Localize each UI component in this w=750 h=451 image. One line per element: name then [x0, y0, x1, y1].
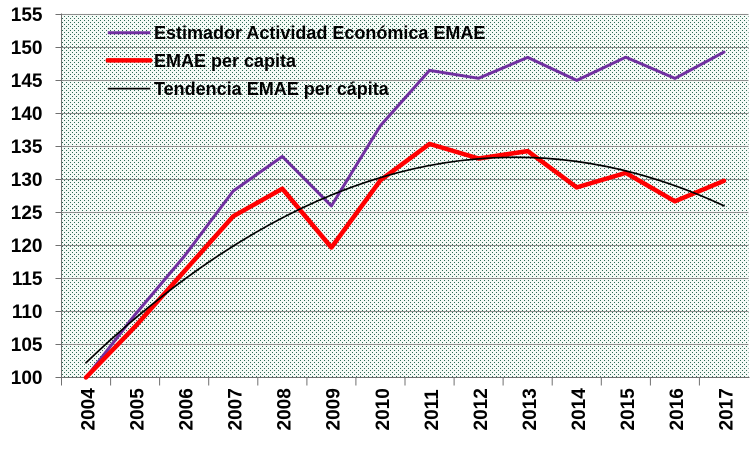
svg-text:130: 130	[11, 170, 43, 191]
svg-text:120: 120	[11, 236, 43, 257]
svg-text:155: 155	[11, 5, 43, 26]
svg-text:EMAE per capita: EMAE per capita	[154, 51, 297, 71]
svg-text:2009: 2009	[324, 388, 345, 430]
svg-text:105: 105	[11, 335, 43, 356]
svg-text:2004: 2004	[78, 388, 99, 431]
svg-text:2010: 2010	[373, 388, 394, 430]
svg-text:Tendencia EMAE per cápita: Tendencia EMAE per cápita	[154, 79, 390, 99]
svg-text:2012: 2012	[471, 388, 492, 430]
svg-text:2011: 2011	[422, 389, 443, 431]
svg-text:145: 145	[11, 71, 43, 92]
svg-text:Estimador Actividad Económica: Estimador Actividad Económica EMAE	[154, 23, 485, 43]
svg-text:115: 115	[12, 269, 43, 290]
svg-text:2005: 2005	[127, 388, 148, 431]
svg-text:2006: 2006	[177, 388, 198, 430]
svg-text:110: 110	[12, 302, 43, 323]
svg-text:2008: 2008	[275, 388, 296, 430]
svg-text:2015: 2015	[618, 388, 639, 431]
svg-text:100: 100	[11, 368, 43, 389]
svg-text:2016: 2016	[667, 388, 688, 430]
svg-text:2014: 2014	[569, 388, 590, 431]
svg-text:2017: 2017	[716, 388, 737, 430]
svg-text:150: 150	[11, 38, 43, 59]
svg-text:135: 135	[11, 137, 43, 158]
svg-text:125: 125	[11, 203, 43, 224]
svg-text:140: 140	[11, 104, 43, 125]
svg-text:2013: 2013	[520, 388, 541, 430]
svg-text:2007: 2007	[226, 388, 247, 430]
